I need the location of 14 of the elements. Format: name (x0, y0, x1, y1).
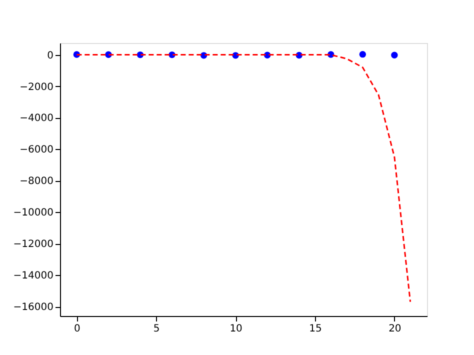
y-tick-label: −10000 (13, 208, 54, 219)
y-tick-label: −4000 (20, 113, 54, 124)
y-tick-label: −12000 (13, 239, 54, 250)
x-tick-label: 0 (74, 324, 80, 334)
x-tick-label: 5 (153, 324, 160, 334)
y-tick-label: −16000 (13, 302, 54, 314)
x-tick-label: 15 (309, 324, 322, 334)
y-tick-label: −2000 (20, 82, 54, 93)
y-tick-label: 0 (47, 50, 54, 62)
x-tick-label: 10 (230, 324, 242, 334)
y-tick-label: −6000 (20, 144, 54, 156)
x-tick-label: 20 (388, 324, 402, 334)
y-tick-label: −14000 (13, 270, 54, 282)
y-tick-label: −8000 (20, 176, 54, 188)
